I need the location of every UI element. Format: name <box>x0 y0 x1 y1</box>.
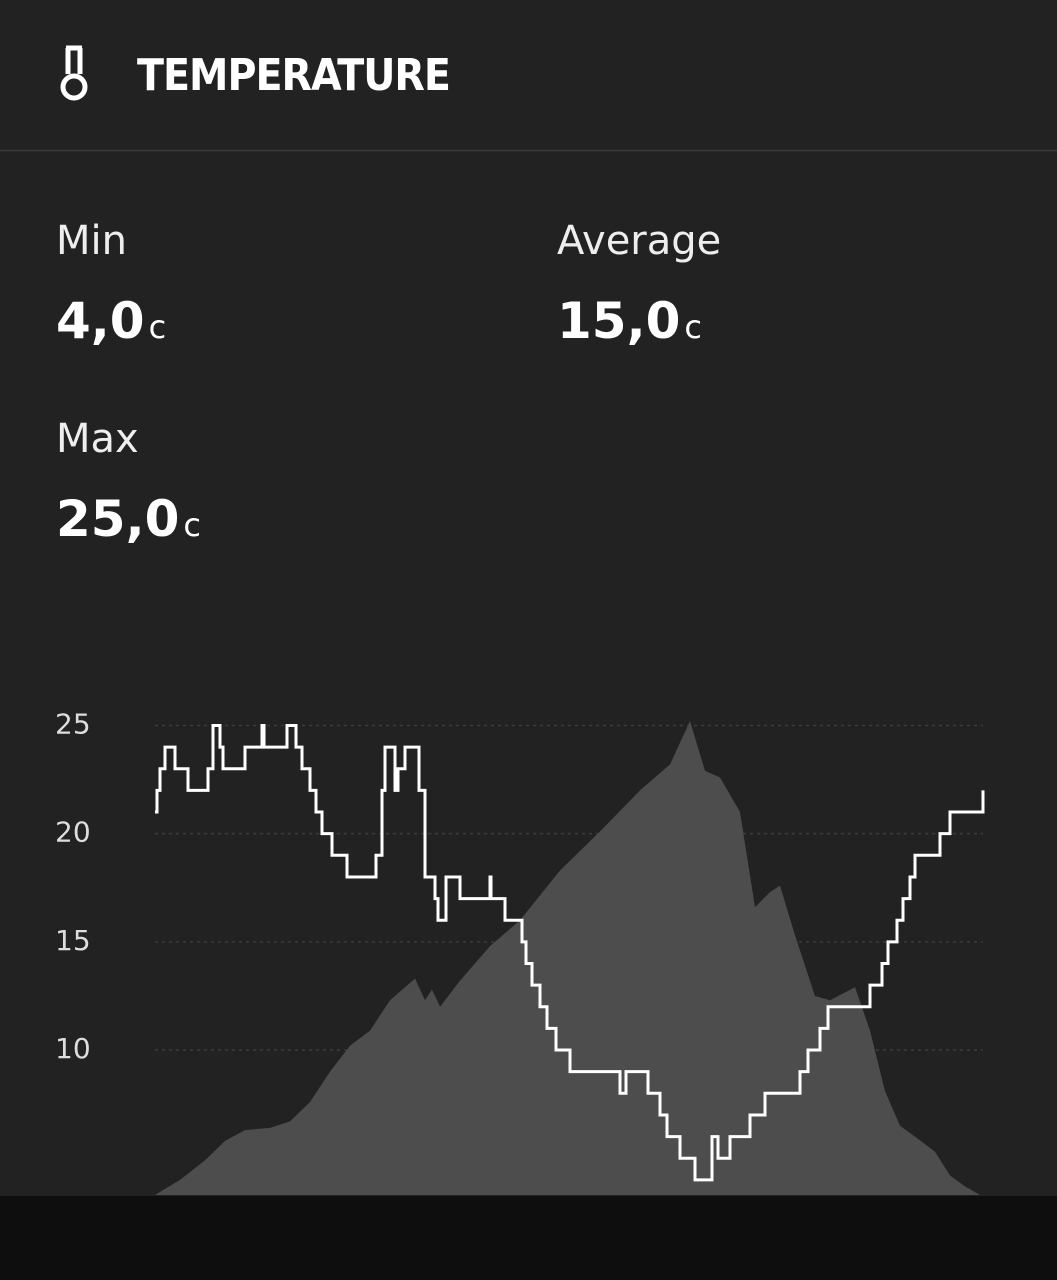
y-tick-label: 25 <box>55 707 91 740</box>
stat-number: 15,0 <box>557 292 680 350</box>
stat-unit: c <box>183 506 201 544</box>
stat-label: Average <box>557 218 721 264</box>
y-tick-label: 15 <box>55 924 91 957</box>
stat-value: 4,0 c <box>56 292 166 350</box>
stat-number: 4,0 <box>56 292 145 350</box>
header-bg <box>0 0 1057 150</box>
stat-value: 25,0 c <box>56 490 201 548</box>
stat-label: Min <box>56 218 127 264</box>
header-title: TEMPERATURE <box>137 50 450 101</box>
stat-label: Max <box>56 416 139 462</box>
stat-value: 15,0 c <box>557 292 702 350</box>
area <box>155 721 980 1195</box>
stat-unit: c <box>149 308 167 346</box>
chart: 10 15 20 25 <box>55 707 985 1195</box>
thermometer-icon <box>60 45 88 101</box>
bottom-bar <box>0 1196 1057 1280</box>
stat-number: 25,0 <box>56 490 179 548</box>
stat-unit: c <box>684 308 702 346</box>
step-line <box>155 723 985 1182</box>
y-tick-label: 10 <box>55 1032 91 1065</box>
y-tick-label: 20 <box>55 816 91 849</box>
